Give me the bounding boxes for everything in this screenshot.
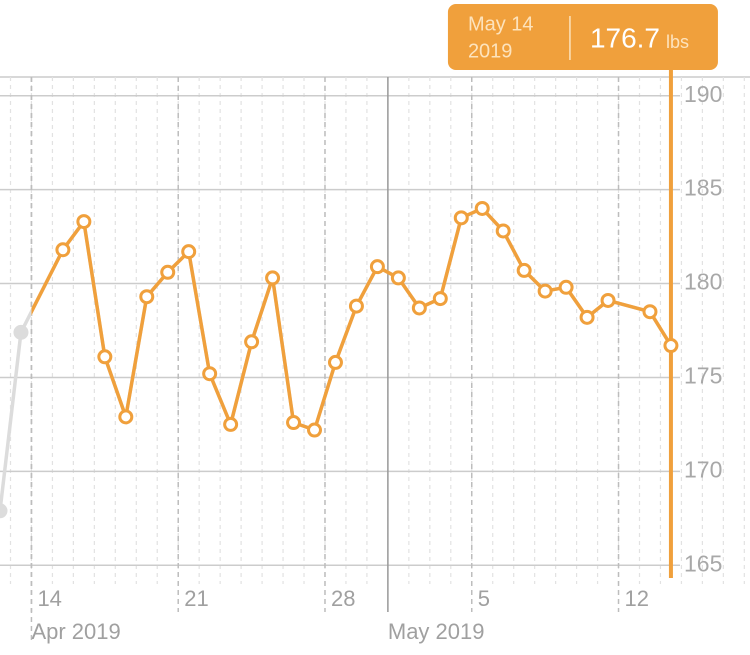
point [202, 366, 218, 382]
point [139, 289, 155, 305]
point [453, 210, 469, 226]
y-tick-label: 175 [684, 363, 722, 389]
point [369, 259, 385, 275]
month-label: May 2019 [388, 619, 485, 644]
tooltip-year: 2019 [468, 40, 513, 62]
x-tick-label: 21 [184, 586, 208, 611]
point [0, 503, 8, 519]
point [13, 324, 29, 340]
point [327, 354, 343, 370]
tooltip-unit: lbs [666, 32, 689, 52]
point [516, 262, 532, 278]
y-tick-label: 185 [684, 175, 722, 201]
y-tick-label: 170 [684, 456, 722, 482]
point [390, 270, 406, 286]
tooltip-value: 176.7 [590, 22, 660, 53]
point [181, 244, 197, 260]
tooltip-date: May 14 [468, 13, 534, 35]
y-tick-label: 165 [684, 550, 722, 576]
y-tick-label: 180 [684, 269, 722, 295]
point [537, 283, 553, 299]
month-label: Apr 2019 [31, 619, 120, 644]
point [55, 242, 71, 258]
tooltip-box [447, 4, 718, 70]
y-tick-label: 190 [684, 81, 722, 107]
point [411, 300, 427, 316]
point [76, 214, 92, 230]
point [663, 338, 679, 354]
point [118, 409, 134, 425]
point [558, 279, 574, 295]
point [265, 270, 281, 286]
point [307, 422, 323, 438]
point [286, 415, 302, 431]
point [97, 349, 113, 365]
point [579, 309, 595, 325]
point [223, 416, 239, 432]
point [432, 291, 448, 307]
point [642, 304, 658, 320]
point [160, 264, 176, 280]
x-tick-label: 12 [625, 586, 649, 611]
point [474, 200, 490, 216]
point [244, 334, 260, 350]
x-tick-label: 14 [37, 586, 61, 611]
point [600, 292, 616, 308]
point [348, 298, 364, 314]
x-tick-label: 5 [478, 586, 490, 611]
x-tick-label: 28 [331, 586, 355, 611]
point [495, 223, 511, 239]
